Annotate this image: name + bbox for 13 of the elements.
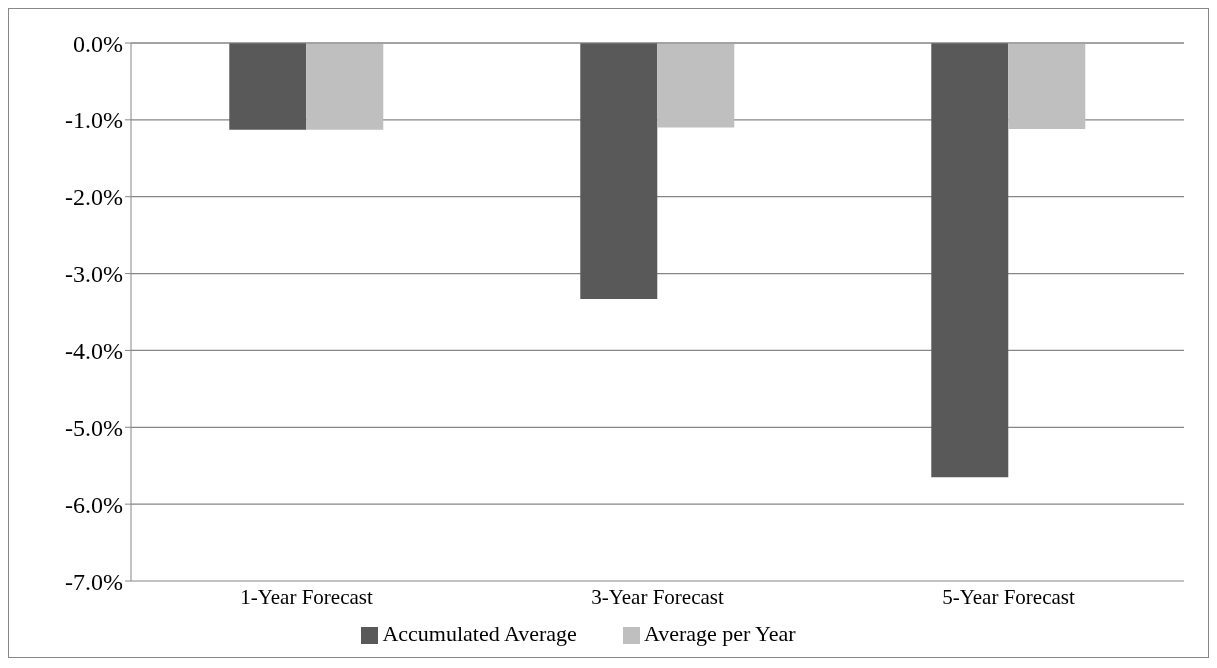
x-tick-label: 5-Year Forecast (942, 584, 1075, 609)
y-tick-label: -2.0% (65, 184, 124, 211)
x-tick-label: 3-Year Forecast (591, 584, 724, 609)
y-tick-label: -3.0% (65, 261, 124, 288)
y-tick-label: -4.0% (65, 337, 124, 364)
y-tick-label: 0.0% (73, 30, 123, 57)
legend-label: Accumulated Average (382, 621, 577, 646)
legend-label: Average per Year (643, 621, 796, 646)
y-tick-label: -7.0% (65, 568, 124, 595)
y-tick-label: -1.0% (65, 107, 124, 134)
y-tick-label: -6.0% (65, 491, 124, 518)
y-tick-label: -5.0% (65, 414, 124, 441)
x-tick-label: 1-Year Forecast (240, 584, 373, 609)
